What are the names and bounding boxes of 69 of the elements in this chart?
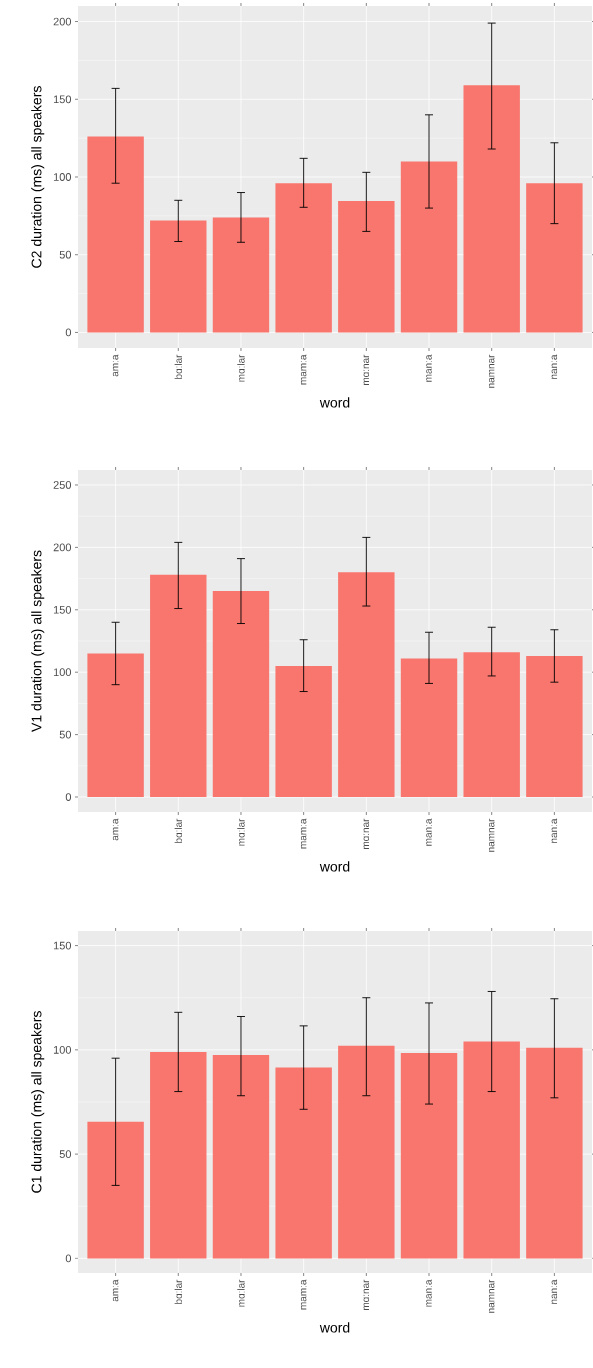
- x-tick-label: manːa: [426, 818, 432, 846]
- x-tick-label: manːa: [426, 354, 432, 382]
- y-tick-label: 0: [65, 793, 72, 801]
- bar: [87, 653, 144, 798]
- x-tick-label: mɑːlar: [237, 354, 245, 382]
- x-tick-label: bɑːlar: [174, 354, 182, 379]
- x-axis-title: word: [319, 861, 350, 872]
- bar: [400, 658, 458, 798]
- y-tick-label: 0: [65, 1254, 72, 1263]
- y-axis-title: C2 duration (ms) all speakers: [31, 86, 45, 268]
- x-tick-label: manːa: [426, 1279, 432, 1307]
- bar: [150, 574, 207, 798]
- y-tick-label: 200: [53, 17, 72, 26]
- x-tick-label: amːa: [112, 818, 119, 841]
- x-axis-title: word: [319, 397, 350, 408]
- bar: [338, 572, 395, 798]
- x-tick-label: namnar: [488, 1279, 495, 1313]
- y-tick-label: 150: [53, 605, 72, 614]
- bar: [87, 1121, 144, 1259]
- bar: [526, 183, 583, 333]
- y-tick-label: 250: [53, 481, 72, 489]
- x-tick-label: mamːa: [300, 354, 307, 385]
- bar: [463, 652, 520, 798]
- x-tick-label: amːa: [112, 354, 119, 377]
- bar: [526, 655, 583, 798]
- bar: [463, 1041, 520, 1259]
- x-tick-label: mɑːnar: [363, 818, 370, 849]
- x-tick-label: bɑːlar: [174, 1279, 182, 1304]
- bar: [212, 1055, 270, 1259]
- x-tick-label: nanːa: [551, 818, 558, 843]
- x-tick-label: bɑːlar: [174, 818, 182, 843]
- y-tick-label: 100: [53, 1045, 72, 1054]
- y-tick-label: 0: [65, 328, 72, 337]
- bar: [338, 201, 395, 333]
- bar: [275, 183, 332, 333]
- x-tick-label: mɑːnar: [363, 354, 370, 385]
- x-tick-label: namnar: [488, 818, 495, 852]
- bar: [150, 1051, 207, 1259]
- bar: [463, 85, 520, 333]
- bar: [87, 136, 144, 333]
- y-axis-title: V1 duration (ms) all speakers: [31, 550, 45, 732]
- x-tick-label: mɑːlar: [237, 1279, 245, 1307]
- x-tick-label: mɑːnar: [363, 1279, 370, 1310]
- x-tick-label: mɑːlar: [237, 818, 245, 846]
- y-tick-label: 50: [59, 250, 72, 259]
- y-tick-label: 150: [53, 95, 72, 104]
- y-tick-label: 50: [59, 1150, 72, 1159]
- bar: [400, 161, 458, 333]
- x-tick-label: nanːa: [551, 1279, 558, 1304]
- bar: [150, 220, 207, 333]
- x-tick-label: nanːa: [551, 354, 558, 379]
- bar: [400, 1052, 458, 1259]
- bar: [212, 217, 270, 333]
- x-tick-label: namnar: [488, 354, 495, 388]
- y-tick-label: 200: [53, 543, 72, 552]
- bar: [275, 1067, 332, 1259]
- bar: [275, 665, 332, 798]
- bar: [212, 591, 270, 798]
- bar: [526, 1047, 583, 1259]
- y-tick-label: 100: [53, 668, 72, 677]
- y-tick-label: 50: [59, 730, 72, 739]
- x-tick-label: mamːa: [300, 818, 307, 849]
- bar: [338, 1045, 395, 1259]
- y-tick-label: 100: [53, 173, 72, 181]
- y-tick-label: 150: [53, 941, 72, 950]
- x-tick-label: mamːa: [300, 1279, 307, 1310]
- y-axis-title: C1 duration (ms) all speakers: [31, 1011, 45, 1193]
- x-tick-label: amːa: [112, 1279, 119, 1302]
- x-axis-title: word: [319, 1322, 350, 1333]
